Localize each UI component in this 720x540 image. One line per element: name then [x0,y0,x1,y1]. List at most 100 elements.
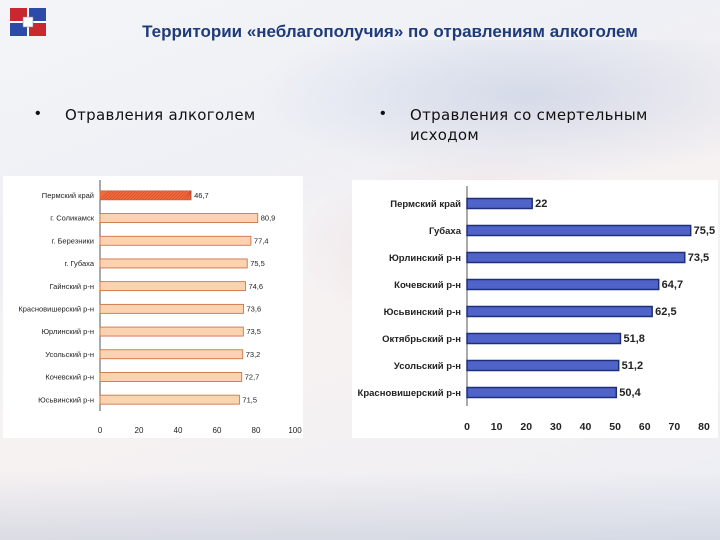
category-label: Красновишерский р-н [358,388,462,399]
category-label: г. Березники [52,236,95,245]
page-title: Территории «неблагополучия» по отравлени… [142,22,638,41]
data-label: 22 [535,198,547,210]
bullet-left: • Отравления алкоголем [35,105,335,135]
category-label: Кочевский р-н [45,373,94,382]
bar-hatch [138,190,149,201]
data-label: 51,2 [622,360,643,372]
bar-hatch [126,190,137,201]
data-label: 77,4 [254,236,269,245]
bar-hatch [168,190,179,201]
bar-hatch [147,190,158,201]
bar-hatch [180,190,191,201]
bar-hatch [141,190,152,201]
category-label: Гайнский р-н [50,282,94,291]
bar-hatch [99,190,110,201]
x-tick-label: 80 [698,421,710,433]
data-label: 46,7 [194,191,209,200]
bar-hatch [189,190,192,200]
bar-hatch [135,190,146,201]
data-label: 75,5 [250,259,265,268]
category-label: Губаха [429,226,462,237]
data-label: 80,9 [261,214,276,223]
region-logo-icon [10,8,46,36]
x-tick-label: 10 [491,421,503,433]
bar-hatch [159,190,170,201]
data-label: 50,4 [619,387,641,399]
data-label: 62,5 [655,306,676,318]
bar-hatch [183,190,192,201]
background-cityscape [0,470,720,540]
bar [99,372,243,382]
bar-hatch [120,190,131,201]
bar-hatch [174,190,185,201]
data-label: 64,7 [662,279,683,291]
x-tick-label: 30 [550,421,562,433]
alcohol-poisoning-chart: Пермский край 46,7 г. Соликамск 80,9 г. Бере… [18,180,302,435]
data-label: 71,5 [242,395,257,404]
x-tick-label: 40 [174,426,183,435]
bar [466,332,622,345]
category-label: Юсьвинский р-н [384,307,462,318]
background-decoration [250,40,720,180]
data-label: 73,2 [246,350,261,359]
x-tick-label: 20 [135,426,144,435]
data-label: 73,5 [688,252,709,264]
bar [99,190,192,201]
category-label: Юсьвинский р-н [38,395,94,404]
bar [99,394,240,405]
category-label: Юрлинский р-н [41,327,94,336]
bullet-right: • Отравления со смертельным исходом [380,105,700,155]
bar-hatch [153,190,164,201]
bar [466,224,692,237]
bar-hatch [114,190,125,201]
x-tick-label: 60 [639,421,651,433]
bar-hatch [171,190,182,201]
category-label: Усольский р-н [45,350,94,359]
data-label: 51,8 [623,333,644,345]
right-chart-panel: Пермский край 22 Губаха 75,5 Юрлинский р-н 73… [352,180,718,438]
bullet-right-text: Отравления со смертельным исходом [410,106,648,144]
bar-hatch [177,190,188,201]
bar-hatch [108,190,119,201]
category-label: Октябрьский р-н [382,334,461,345]
x-tick-label: 20 [520,421,532,433]
bar-hatch [165,190,176,201]
category-label: г. Губаха [64,259,94,268]
bar-hatch [132,190,143,201]
x-tick-label: 60 [213,426,222,435]
x-tick-label: 0 [98,426,103,435]
bar-hatch [111,190,122,201]
data-label: 73,5 [246,327,261,336]
bar [466,278,660,291]
bar-hatch [150,190,161,201]
bar-hatch [156,190,167,201]
bar [99,235,252,246]
bar-hatch [162,190,173,201]
bar [99,326,244,337]
bar-hatch [123,190,134,201]
bar-hatch [144,190,155,201]
bar [466,359,620,372]
bullet-dot: • [35,105,41,122]
data-label: 74,6 [248,282,263,291]
bar-hatch [102,190,113,201]
bar [99,258,248,269]
x-tick-label: 70 [669,421,681,433]
bar [466,197,533,210]
bar-hatch [186,190,192,200]
left-chart-panel: Пермский край 46,7 г. Соликамск 80,9 г. Бере… [3,176,303,438]
bar [99,349,244,360]
category-label: г. Соликамск [50,214,94,223]
bar [466,305,653,318]
category-label: Юрлинский р-н [389,253,461,264]
category-label: Кочевский р-н [394,280,461,291]
category-label: Усольский р-н [394,361,461,372]
bar [466,251,686,264]
bar-hatch [117,190,128,201]
bar [466,386,618,399]
category-label: Пермский край [42,191,94,200]
bullet-dot: • [380,105,386,122]
bullet-left-text: Отравления алкоголем [65,106,256,124]
x-tick-label: 40 [580,421,592,433]
bar-hatch [105,190,116,201]
